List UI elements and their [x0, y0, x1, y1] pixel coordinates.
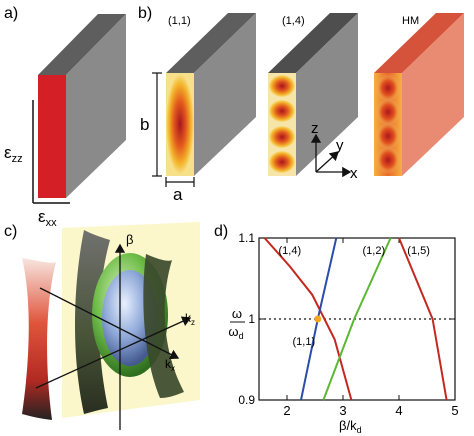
mode-1-4-lobe-1 — [269, 75, 295, 97]
x-tick-label: 2 — [283, 403, 290, 418]
x-tick-label: 4 — [395, 403, 402, 418]
panel-d-label: d) — [214, 223, 228, 240]
panel-b-label: b) — [138, 5, 152, 22]
mode-label-1-4: (1,4) — [282, 15, 305, 27]
hm-lobe-4 — [376, 146, 400, 174]
mode-1-4-lobe-3 — [269, 126, 295, 148]
beta-label: β — [126, 232, 133, 247]
slab-hm-side — [402, 13, 464, 176]
slab-top — [38, 14, 126, 75]
hm-lobe-2 — [376, 98, 400, 126]
y-tick-label: 1.1 — [238, 231, 255, 245]
mode-label-1-1: (1,1) — [168, 15, 191, 27]
epsilon-xx-label: εxx — [38, 207, 57, 229]
crossing-point — [314, 315, 322, 323]
series-line-(1,2) — [322, 237, 392, 401]
slab-front-face — [38, 75, 66, 198]
panel-c-label: c) — [4, 223, 17, 240]
slab-1-1-top — [166, 13, 256, 73]
slab-hm-top — [374, 13, 464, 73]
x-tick-label: 5 — [451, 403, 458, 418]
y-axis-label-denominator: ωd — [228, 324, 243, 341]
y-tick-label: 0.9 — [238, 393, 255, 407]
hm-lobe-3 — [376, 122, 400, 150]
y-axis-arrow — [315, 151, 339, 173]
kz-axis — [35, 316, 192, 389]
y-axis-label-numerator: ω — [232, 306, 242, 321]
slab-1-1-side — [194, 13, 256, 176]
panel-b: b) (1,1) (1,4) HM b a — [138, 5, 464, 204]
dimension-a-label: a — [173, 185, 183, 204]
hyperboloid-sheet-far — [143, 254, 184, 398]
panel-d: d) 2 3 4 50.911.1(1,4)(1,1)(1,2) (1,5) ω ωd … — [214, 223, 459, 435]
series-label: (1,1) — [292, 336, 315, 348]
series-label: (1,2) — [362, 245, 385, 257]
z-axis-label: z — [311, 120, 319, 137]
mode-1-1-field — [166, 74, 194, 174]
mode-label-hm: HM — [402, 15, 419, 27]
x-tick-label: 3 — [339, 403, 346, 418]
series-line-(1,4) — [263, 237, 353, 401]
series-line-(1,5) — [398, 237, 448, 401]
y-axis-label: ω ωd — [228, 306, 245, 341]
x-axis-label: x — [350, 165, 358, 182]
mode-1-4-lobe-2 — [269, 100, 295, 122]
series-label: (1,5) — [407, 245, 430, 257]
slab-1-4-top — [268, 13, 358, 73]
panel-c: c) β kz kx — [4, 222, 200, 430]
coordinate-axes: z y x — [310, 120, 358, 182]
slab-side — [66, 14, 126, 198]
mode-1-4-lobe-4 — [269, 151, 295, 173]
kz-label: kz — [185, 311, 195, 327]
x-axis-label: β/kd — [339, 418, 362, 435]
kx-axis — [53, 294, 180, 360]
epsilon-zz-label: εzz — [4, 143, 23, 165]
hm-lobe-1 — [376, 74, 400, 102]
kx-label: kx — [165, 357, 175, 373]
chart-layer: 2 3 4 5 0.9 1 1.1 (1,4) (1,1) (1,2) (1,5) — [238, 231, 458, 418]
panel-a-label: a) — [4, 5, 18, 22]
hyperboloid-sheet-left — [22, 258, 56, 420]
series-label: (1,4) — [278, 245, 301, 257]
panel-a: a) εzz εxx — [4, 5, 126, 229]
y-tick-label: 1 — [248, 312, 255, 326]
y-axis-label: y — [336, 137, 344, 154]
dimension-b-label: b — [140, 115, 149, 134]
kx-axis-tail — [39, 287, 55, 296]
